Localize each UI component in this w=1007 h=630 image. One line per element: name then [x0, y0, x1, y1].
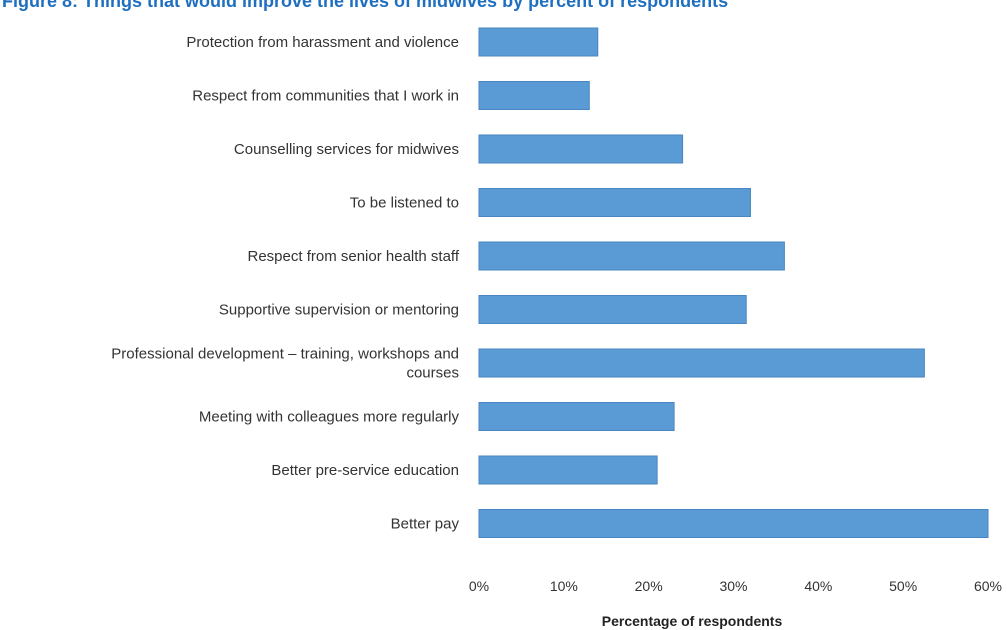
- bar: [478, 295, 747, 324]
- bar: [478, 241, 785, 271]
- category-label: Respect from senior health staff: [248, 248, 460, 265]
- category-label: Protection from harassment and violence: [186, 34, 459, 51]
- bar: [478, 134, 684, 164]
- category-label: To be listened to: [350, 195, 459, 212]
- x-tick-label: 50%: [889, 578, 917, 594]
- bar: [478, 348, 925, 378]
- bar: [478, 27, 599, 57]
- bars-group: [478, 27, 989, 538]
- category-label: Supportive supervision or mentoring: [219, 302, 459, 319]
- category-label: Better pay: [391, 516, 460, 533]
- x-axis-ticks: 0% 10% 20% 30% 40% 50% 60%: [469, 578, 1002, 594]
- bar: [478, 509, 989, 538]
- category-label: Professional development – training, wor…: [111, 346, 459, 382]
- bar: [478, 188, 751, 217]
- figure-title-text: Figure 8: Things that would improve the …: [2, 0, 729, 11]
- x-tick-label: 10%: [550, 578, 578, 594]
- x-axis-title: Percentage of respondents: [602, 613, 783, 629]
- x-tick-label: 60%: [974, 578, 1002, 594]
- category-labels: Protection from harassment and violence R…: [111, 34, 460, 533]
- bar: [478, 81, 590, 110]
- x-tick-label: 30%: [719, 578, 747, 594]
- category-label: Respect from communities that I work in: [192, 88, 459, 105]
- category-label: Counselling services for midwives: [234, 141, 459, 158]
- category-label: Meeting with colleagues more regularly: [199, 409, 460, 426]
- x-tick-label: 40%: [804, 578, 832, 594]
- figure-title: Figure 8: Things that would improve the …: [0, 0, 1007, 14]
- bar: [478, 455, 658, 485]
- x-tick-label: 0%: [469, 578, 489, 594]
- bar: [478, 402, 675, 431]
- category-label: Better pre-service education: [271, 462, 459, 479]
- x-tick-label: 20%: [635, 578, 663, 594]
